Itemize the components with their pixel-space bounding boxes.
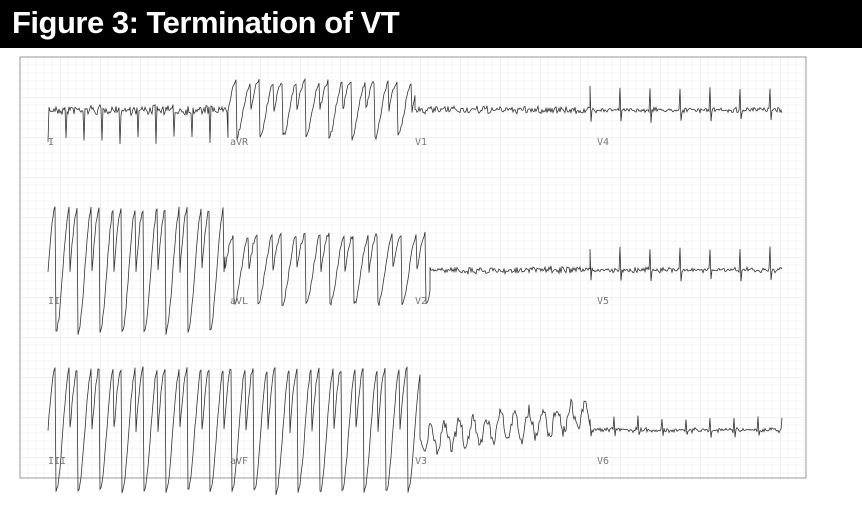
lead-label: V5 bbox=[597, 296, 609, 307]
lead-label: aVR bbox=[230, 137, 249, 148]
lead-label: I bbox=[48, 137, 54, 148]
ecg-trace bbox=[47, 365, 783, 496]
lead-label: V2 bbox=[415, 296, 427, 307]
lead-label: aVL bbox=[230, 296, 248, 307]
ecg-paper bbox=[19, 56, 807, 479]
lead-label: aVF bbox=[230, 456, 248, 467]
lead-label: V3 bbox=[415, 456, 427, 467]
lead-label: II bbox=[48, 296, 60, 307]
ecg-trace bbox=[47, 206, 783, 335]
lead-label: V4 bbox=[597, 137, 609, 148]
ecg-traces bbox=[47, 77, 783, 496]
header-bar: Figure 3: Termination of VT bbox=[0, 0, 862, 48]
lead-label: V1 bbox=[415, 137, 427, 148]
lead-label: V6 bbox=[597, 456, 609, 467]
ecg-trace bbox=[47, 77, 783, 145]
lead-label: III bbox=[48, 456, 66, 467]
figure-title: Figure 3: Termination of VT bbox=[12, 5, 400, 40]
